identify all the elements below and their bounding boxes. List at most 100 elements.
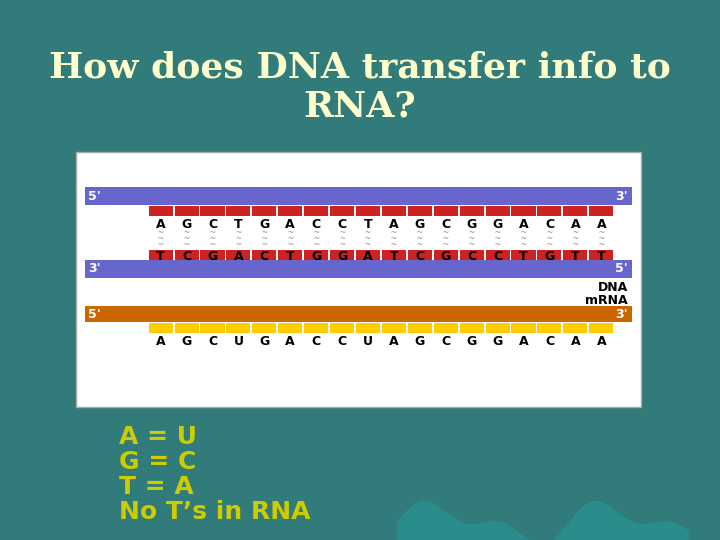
Bar — [382, 206, 406, 216]
Text: U: U — [363, 335, 373, 348]
Bar — [174, 206, 199, 216]
Text: C: C — [312, 335, 320, 348]
Bar — [459, 206, 484, 216]
Text: ~: ~ — [443, 228, 449, 238]
Text: 5': 5' — [89, 190, 102, 202]
Text: T: T — [156, 250, 165, 263]
Bar — [356, 206, 380, 216]
Bar — [589, 206, 613, 216]
Text: ~: ~ — [287, 228, 293, 238]
Text: C: C — [312, 218, 320, 231]
Text: ~: ~ — [287, 240, 293, 250]
Bar — [252, 206, 276, 216]
Text: G: G — [467, 218, 477, 231]
Text: ~: ~ — [313, 240, 319, 250]
Text: ~: ~ — [417, 228, 423, 238]
Bar — [563, 250, 588, 260]
Text: C: C — [338, 335, 346, 348]
Text: C: C — [545, 335, 554, 348]
Bar — [148, 323, 173, 333]
Text: ~: ~ — [158, 228, 163, 238]
Bar — [174, 250, 199, 260]
Text: ~: ~ — [598, 228, 604, 238]
Bar — [382, 323, 406, 333]
Text: ~: ~ — [391, 240, 397, 250]
Text: ~: ~ — [572, 240, 578, 250]
Text: G: G — [441, 250, 451, 263]
Bar — [589, 250, 613, 260]
Bar — [408, 250, 432, 260]
Text: 3': 3' — [616, 190, 628, 202]
Text: G: G — [181, 218, 192, 231]
Bar — [433, 323, 458, 333]
Text: T = A: T = A — [119, 475, 193, 499]
Text: ~: ~ — [417, 234, 423, 244]
Bar — [433, 250, 458, 260]
Bar — [589, 323, 613, 333]
Bar — [278, 250, 302, 260]
Text: ~: ~ — [495, 234, 500, 244]
Text: C: C — [493, 250, 502, 263]
Bar — [485, 250, 510, 260]
Bar — [226, 250, 251, 260]
Bar — [200, 206, 225, 216]
Text: ~: ~ — [417, 240, 423, 250]
Bar — [511, 250, 536, 260]
Bar — [408, 206, 432, 216]
Text: 3': 3' — [89, 262, 101, 275]
Text: ~: ~ — [158, 240, 163, 250]
Text: 5': 5' — [615, 262, 628, 275]
Text: T: T — [390, 250, 398, 263]
Bar — [226, 323, 251, 333]
Text: A: A — [518, 335, 528, 348]
Text: ~: ~ — [235, 240, 241, 250]
Text: ~: ~ — [339, 234, 345, 244]
Text: ~: ~ — [261, 228, 267, 238]
Text: ~: ~ — [443, 234, 449, 244]
Bar — [511, 206, 536, 216]
Text: ~: ~ — [184, 240, 189, 250]
Text: A = U: A = U — [119, 425, 197, 449]
Bar — [278, 323, 302, 333]
Bar — [200, 250, 225, 260]
Text: T: T — [597, 250, 606, 263]
Text: ~: ~ — [546, 240, 552, 250]
Text: A: A — [596, 218, 606, 231]
Bar — [174, 323, 199, 333]
Text: ~: ~ — [495, 228, 500, 238]
Text: C: C — [441, 218, 450, 231]
Bar — [537, 206, 562, 216]
Text: A: A — [156, 335, 166, 348]
Bar — [226, 206, 251, 216]
Text: ~: ~ — [391, 228, 397, 238]
Text: ~: ~ — [495, 240, 500, 250]
Bar — [563, 323, 588, 333]
Bar — [563, 206, 588, 216]
Text: mRNA: mRNA — [585, 294, 628, 307]
Text: C: C — [467, 250, 476, 263]
Text: How does DNA transfer info to
RNA?: How does DNA transfer info to RNA? — [49, 50, 671, 124]
Text: C: C — [208, 218, 217, 231]
Bar — [459, 323, 484, 333]
Text: ~: ~ — [210, 234, 215, 244]
Text: G: G — [337, 250, 347, 263]
Text: 3': 3' — [616, 307, 628, 321]
Bar — [85, 306, 631, 322]
Text: ~: ~ — [261, 234, 267, 244]
Text: ~: ~ — [391, 234, 397, 244]
Text: T: T — [286, 250, 294, 263]
Bar — [252, 250, 276, 260]
Text: A: A — [363, 250, 373, 263]
Text: A: A — [570, 335, 580, 348]
Text: ~: ~ — [521, 240, 526, 250]
Text: T: T — [571, 250, 580, 263]
Bar — [304, 206, 328, 216]
Bar — [356, 250, 380, 260]
Text: G = C: G = C — [119, 450, 196, 474]
Text: ~: ~ — [598, 234, 604, 244]
Bar — [408, 323, 432, 333]
Text: 5': 5' — [89, 307, 102, 321]
Bar — [252, 323, 276, 333]
Bar — [537, 250, 562, 260]
Bar — [330, 206, 354, 216]
